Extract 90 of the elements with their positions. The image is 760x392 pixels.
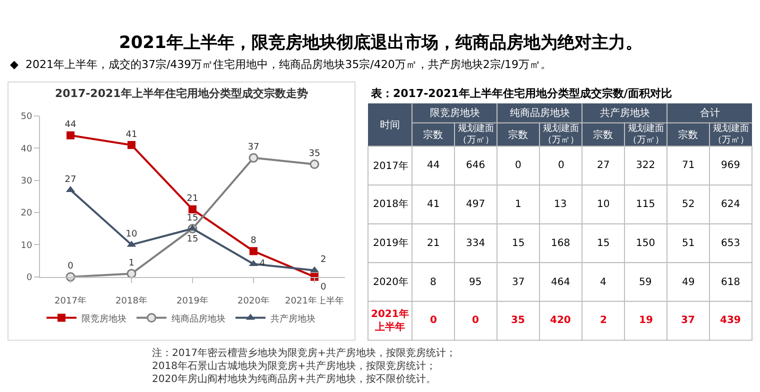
legend-label: 共产房地块: [270, 313, 316, 324]
x-tick-label: 2019年: [176, 296, 208, 307]
chart-title: 2017-2021年上半年住宅用地分类型成交宗数走势: [55, 87, 308, 100]
data-label: 969: [721, 160, 740, 171]
y-tick-label: 2017年: [373, 160, 408, 172]
data-label: 21: [427, 238, 440, 249]
data-label: 13: [554, 199, 567, 210]
data-label: 2: [600, 315, 607, 326]
data-label: 52: [682, 199, 695, 210]
data-label: 420: [550, 315, 571, 326]
y-axis-title: 时间: [380, 119, 400, 131]
data-label: 37: [681, 315, 695, 326]
data-label: 35: [308, 149, 320, 160]
data-label: 59: [639, 277, 652, 288]
data-label: 95: [469, 277, 482, 288]
x-tick-label: 宗数: [593, 129, 613, 141]
x-tick-label: 2017年: [54, 296, 86, 307]
y-tick-label: 0: [26, 273, 32, 284]
data-label: 464: [551, 277, 570, 288]
chart-title: 表：2017-2021年上半年住宅用地分类型成交宗数/面积对比: [370, 87, 672, 100]
data-label: 2: [320, 255, 326, 266]
data-label: 49: [682, 277, 695, 288]
data-label: 51: [682, 238, 695, 249]
data-label: 150: [636, 238, 656, 249]
data-label: 10: [126, 229, 138, 240]
data-label: 0: [320, 282, 326, 293]
y-tick-label: 40: [20, 144, 32, 154]
data-label: 27: [597, 160, 610, 171]
data-label: 0: [472, 315, 479, 326]
data-label: 4: [600, 277, 606, 288]
data-label: 653: [721, 238, 740, 249]
data-label: 35: [511, 315, 525, 326]
data-label: 37: [248, 142, 260, 153]
data-label: 19: [639, 315, 653, 326]
text: ◆ 2021年上半年，成交的37宗/439万㎡住宅用地中，纯商品房地块35宗/420万㎡，共产房地块2宗/19万㎡。: [10, 58, 552, 71]
data-label: 8: [250, 236, 257, 246]
data-label: 497: [466, 199, 486, 210]
x-tick-label: 2020年: [238, 296, 270, 307]
data-label: 618: [721, 277, 740, 288]
text: 共产房地块: [600, 107, 650, 119]
data-label: 27: [64, 174, 76, 185]
data-label: 115: [636, 199, 656, 210]
data-label: 10: [597, 199, 610, 210]
data-label: 322: [636, 160, 656, 171]
data-label: 168: [551, 238, 570, 249]
y-tick-label: 10: [20, 240, 32, 251]
data-label: 41: [126, 130, 138, 140]
data-label: 44: [427, 160, 440, 171]
data-label: 0: [430, 315, 437, 326]
y-tick-label: 20: [20, 208, 32, 219]
x-tick-label: 2018年: [116, 296, 148, 307]
x-tick-label: 宗数: [508, 129, 528, 141]
data-label: 44: [64, 120, 76, 130]
legend-label: 限竞房地块: [82, 313, 126, 324]
x-tick-label: 宗数: [678, 129, 698, 141]
x-tick-label: 规划建面（万㎡）: [713, 123, 749, 146]
y-tick-label: 2018年: [373, 198, 408, 210]
y-tick-label: 30: [20, 176, 32, 187]
data-label: 41: [427, 199, 440, 210]
data-label: 21: [186, 194, 198, 204]
data-label: 646: [466, 160, 486, 171]
y-tick-label: 2020年: [373, 276, 408, 288]
data-label: 71: [682, 160, 695, 171]
data-label: 37: [512, 277, 525, 288]
data-label: 0: [68, 262, 74, 272]
text: 限竞房地块: [430, 107, 480, 119]
x-tick-label: 宗数: [423, 129, 443, 141]
x-tick-label: 规划建面（万㎡）: [458, 123, 494, 146]
x-tick-label: 规划建面（万㎡）: [543, 123, 579, 146]
text: 注：2017年密云檀营乡地块为限竞房+共产房地块，按限竞房统计； 2018年石景山古城地块为限竞房+共产房地块，按限竞房统计； 2020年房山阎村地块为纯商品房+共产房地块，按不限价统计。: [152, 347, 456, 385]
x-tick-label: 规划建面（万㎡）: [628, 123, 664, 146]
y-tick-label: 2019年: [373, 237, 408, 249]
data-label: 0: [558, 160, 564, 171]
text: 2021年上半年，限竞房地块彻底退出市场，纯商品房地为绝对主力。: [119, 33, 642, 53]
text: 合计: [700, 107, 720, 119]
data-label: 1: [128, 258, 134, 268]
data-label: 439: [720, 315, 741, 326]
data-label: 1: [515, 199, 522, 210]
text: 纯商品房地块: [510, 107, 570, 119]
y-tick-label: 50: [20, 112, 32, 122]
data-label: 15: [186, 213, 198, 224]
data-label: 4: [260, 259, 266, 270]
data-label: 8: [430, 277, 436, 288]
data-label: 624: [721, 199, 740, 210]
data-label: 15: [186, 234, 198, 244]
legend-label: 纯商品房地块: [172, 313, 226, 324]
data-label: 334: [466, 238, 486, 249]
data-label: 0: [515, 160, 522, 171]
data-label: 15: [512, 238, 525, 249]
data-label: 15: [597, 238, 610, 249]
